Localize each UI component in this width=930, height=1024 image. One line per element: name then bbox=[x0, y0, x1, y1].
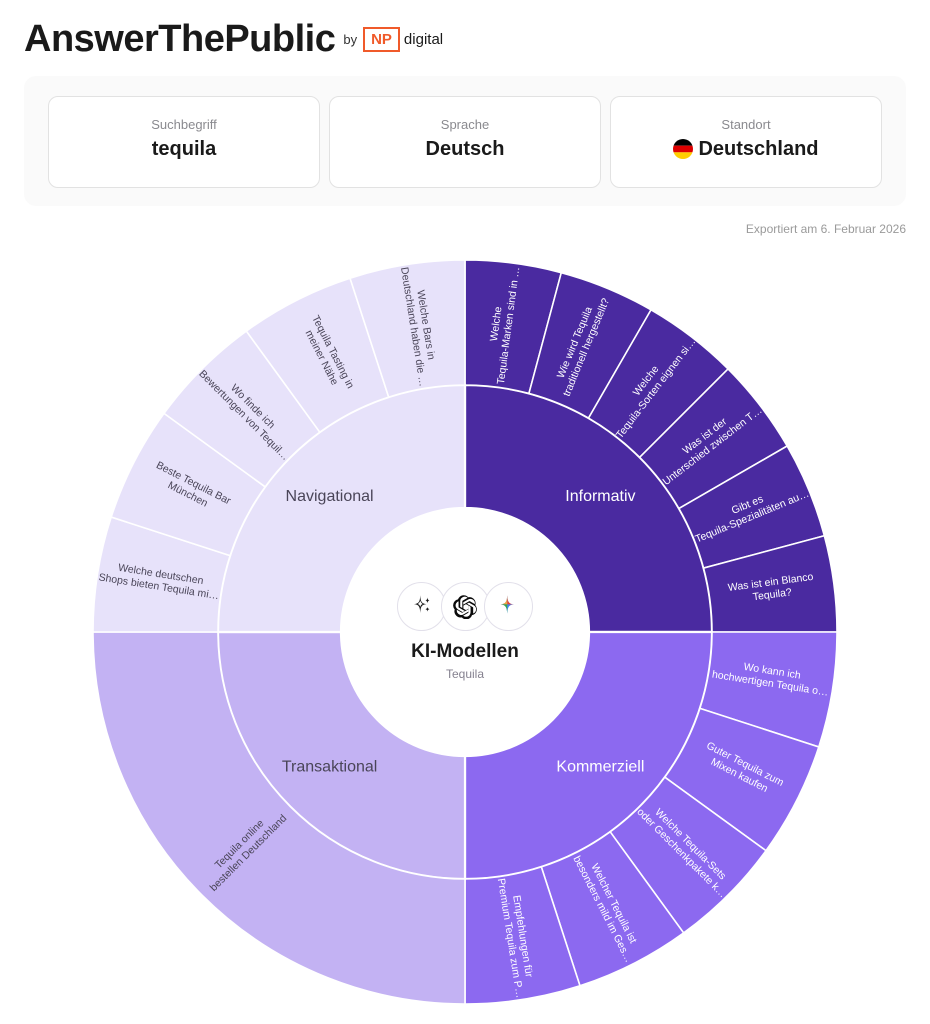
svg-text:Navigational: Navigational bbox=[286, 488, 374, 505]
svg-text:Informativ: Informativ bbox=[565, 488, 635, 505]
svg-text:Kommerziell: Kommerziell bbox=[556, 759, 644, 776]
svg-text:Transaktional: Transaktional bbox=[282, 759, 377, 776]
